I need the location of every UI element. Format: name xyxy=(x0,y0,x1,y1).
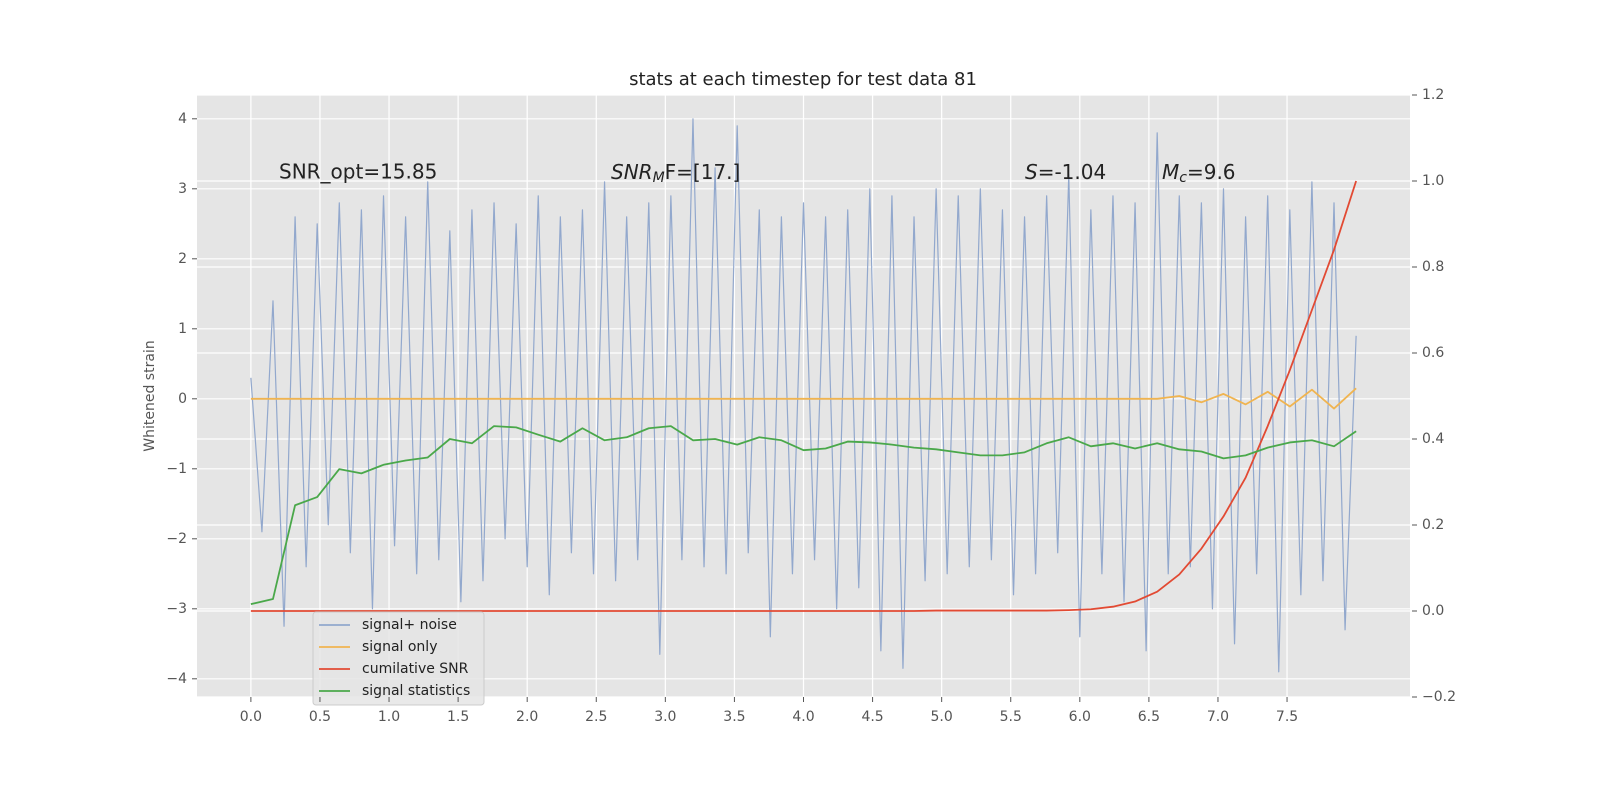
y-tick-label: −4 xyxy=(166,671,187,687)
x-tick-label: 4.0 xyxy=(792,709,814,725)
y-tick-label: 4 xyxy=(178,111,187,127)
annotation-part: =-1.04 xyxy=(1038,160,1107,184)
annotation-part: =9.6 xyxy=(1187,160,1236,184)
annotation: SNRMF=[17.] xyxy=(611,160,740,187)
annotations: SNR_opt=15.85 SNRMF=[17.] S=-1.04 Mc=9.6 xyxy=(279,160,1236,187)
y2-tick-label: 1.2 xyxy=(1422,87,1444,103)
legend-label: cumilative SNR xyxy=(362,661,469,677)
y-tick-label: 3 xyxy=(178,181,187,197)
y-tick-label: 1 xyxy=(178,321,187,337)
legend: signal+ noise signal only cumilative SNR si… xyxy=(312,611,485,706)
y2-tick-label: 0.4 xyxy=(1422,431,1444,447)
annotation-part: F=[17.] xyxy=(665,160,741,184)
y2-tick-label: 0.0 xyxy=(1422,603,1444,619)
annotation-part: M xyxy=(653,170,665,186)
series-line xyxy=(250,387,1357,410)
x-tick-label: 7.5 xyxy=(1276,709,1298,725)
x-tick-label: 2.0 xyxy=(516,709,538,725)
legend-label: signal+ noise xyxy=(362,617,457,633)
lines xyxy=(250,118,1357,673)
x-tick-label: 5.5 xyxy=(1000,709,1022,725)
annotation: SNR_opt=15.85 xyxy=(279,160,437,184)
annotation-part: M xyxy=(1162,160,1179,184)
annotation: Mc=9.6 xyxy=(1162,160,1236,187)
y2-tick-label: −0.2 xyxy=(1422,689,1456,705)
y-tick-label: 0 xyxy=(178,391,187,407)
x-tick-label: 4.5 xyxy=(861,709,883,725)
legend-label: signal only xyxy=(362,639,437,655)
y-tick-label: −3 xyxy=(166,601,187,617)
x-tick-label: 3.0 xyxy=(654,709,676,725)
y2-tick-label: 0.6 xyxy=(1422,345,1444,361)
x-tick-label: 6.5 xyxy=(1138,709,1160,725)
y2-tick-label: 0.8 xyxy=(1422,259,1444,275)
x-tick-label: 5.0 xyxy=(931,709,953,725)
x-tick-label: 0.5 xyxy=(309,709,331,725)
x-tick-label: 1.0 xyxy=(378,709,400,725)
legend-label: signal statistics xyxy=(362,683,470,699)
series-line xyxy=(250,425,1357,605)
annotation-part: SNR xyxy=(611,160,653,184)
series-line xyxy=(250,180,1357,612)
x-tick-label: 3.5 xyxy=(723,709,745,725)
annotation: S=-1.04 xyxy=(1025,160,1106,184)
y2-tick-label: 0.2 xyxy=(1422,517,1444,533)
y-tick-label: −2 xyxy=(166,531,187,547)
annotation-part: S xyxy=(1025,160,1038,184)
x-tick-label: 2.5 xyxy=(585,709,607,725)
annotation-part: c xyxy=(1179,170,1187,186)
x-tick-label: 7.0 xyxy=(1207,709,1229,725)
legend-box xyxy=(312,611,485,706)
x-tick-label: 0.0 xyxy=(240,709,262,725)
x-tick-label: 6.0 xyxy=(1069,709,1091,725)
x-tick-label: 1.5 xyxy=(447,709,469,725)
y-tick-label: −1 xyxy=(166,461,187,477)
y2-tick-label: 1.0 xyxy=(1422,173,1444,189)
y-tick-label: 2 xyxy=(178,251,187,267)
chart-title: stats at each timestep for test data 81 xyxy=(629,69,977,90)
y-axis-label: Whitened strain xyxy=(142,340,158,451)
